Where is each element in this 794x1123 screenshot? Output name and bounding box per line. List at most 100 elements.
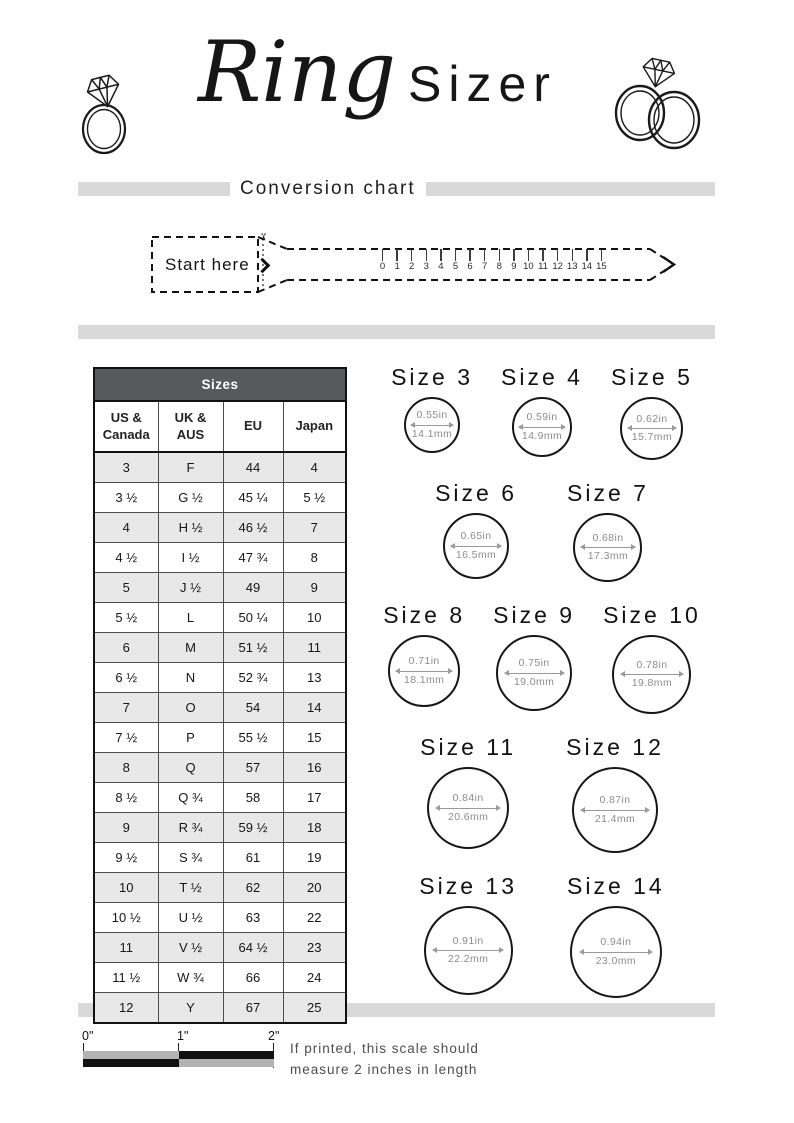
- ruler-mark: 14: [580, 249, 593, 279]
- table-cell: 14: [282, 692, 347, 723]
- ruler-tick-number: 3: [423, 261, 429, 272]
- table-cell: L: [157, 602, 224, 633]
- size-label: Size 3: [391, 364, 474, 390]
- table-cell: 15: [282, 722, 347, 753]
- table-cell: 46 ½: [222, 512, 284, 543]
- ruler-tick-number: 1: [394, 261, 400, 272]
- ruler-tick-number: 14: [581, 261, 593, 272]
- section-divider-top: [78, 325, 715, 339]
- diameter-mm: 14.9mm: [521, 429, 563, 442]
- ruler-mark: 13: [566, 249, 579, 279]
- diameter-inches: 0.91in: [452, 934, 484, 947]
- ring-size-diagram: Size 14 0.94in 23.0mm: [567, 873, 665, 998]
- print-scale: 0" 1" 2" If printed, this scale should m…: [82, 1029, 479, 1081]
- ring-circle: 0.75in 19.0mm: [496, 635, 573, 711]
- diameter-inches: 0.84in: [452, 792, 484, 805]
- diameter-inches: 0.59in: [526, 411, 558, 424]
- ruler-mark: 12: [551, 249, 564, 279]
- table-cell: 10 ½: [93, 902, 159, 933]
- scale-segment: [83, 1051, 179, 1059]
- table-cell: 8: [282, 542, 347, 573]
- table-cell: 6: [93, 632, 159, 663]
- ruler-tick-line: [542, 249, 544, 261]
- ring-size-diagram: Size 12 0.87in 21.4mm: [566, 734, 664, 853]
- table-cell: 49: [222, 572, 284, 603]
- ruler-tick-line: [381, 249, 384, 261]
- ring-size-diagram: Size 5 0.62in 15.7mm: [611, 364, 693, 460]
- column-header: EU: [222, 400, 284, 453]
- table-cell: 63: [222, 902, 284, 933]
- ring-circle: 0.65in 16.5mm: [443, 513, 510, 579]
- ruler-tick-line: [440, 249, 442, 261]
- size-label: Size 8: [383, 602, 466, 628]
- table-cell: 4: [282, 451, 347, 483]
- table-cell: 25: [282, 992, 347, 1024]
- table-cell: R ¾: [157, 812, 224, 843]
- ring-circle: 0.55in 14.1mm: [404, 397, 461, 453]
- diameter-inches: 0.55in: [416, 409, 448, 422]
- table-cell: 51 ½: [222, 632, 284, 663]
- diameter-mm: 18.1mm: [404, 673, 445, 686]
- size-label: Size 13: [419, 873, 517, 899]
- ruler-mark: 10: [522, 249, 535, 279]
- table-cell: N: [157, 662, 224, 693]
- table-cell: T ½: [157, 872, 224, 903]
- table-cell: 10: [93, 872, 159, 903]
- ruler-tick-number: 11: [538, 261, 548, 272]
- size-label: Size 5: [610, 364, 693, 390]
- table-cell: 8: [93, 752, 159, 783]
- size-row: Size 3 0.55in 14.1mm Size 4 0.59in 14.9mm Size…: [391, 364, 693, 460]
- ring-circle: 0.94in 23.0mm: [569, 906, 662, 998]
- ruler-mark: 1: [391, 249, 404, 279]
- size-row: Size 6 0.65in 16.5mm Size 7 0.68in 17.3mm: [435, 480, 649, 582]
- table-cell: 61: [222, 842, 284, 873]
- diameter-arrow: [626, 425, 678, 432]
- ring-circle: 0.78in 19.8mm: [612, 635, 692, 714]
- ruler-tick-line: [483, 249, 486, 261]
- scale-segment: [83, 1059, 179, 1067]
- ruler-tick-number: 5: [452, 261, 459, 272]
- diameter-mm: 20.6mm: [447, 810, 489, 823]
- diameter-arrow: [449, 542, 503, 549]
- table-cell: 11 ½: [93, 962, 159, 993]
- diameter-arrow: [620, 671, 684, 678]
- diameter-arrow: [503, 669, 565, 676]
- table-cell: 55 ½: [222, 722, 284, 753]
- ring-size-diagram: Size 11 0.84in 20.6mm: [420, 734, 516, 849]
- ring-circle: 0.84in 20.6mm: [427, 767, 510, 849]
- table-cell: 3 ½: [93, 482, 159, 513]
- diameter-inches: 0.87in: [599, 794, 631, 807]
- table-cell: 3: [93, 451, 159, 483]
- table-cell: 9: [93, 812, 159, 843]
- table-title: Sizes: [92, 367, 348, 402]
- table-cell: 7 ½: [93, 722, 159, 753]
- scale-label-2: 2": [268, 1029, 280, 1043]
- double-rings-icon: [614, 57, 701, 150]
- table-cell: 8 ½: [93, 782, 159, 813]
- start-here-arrow-icon: [254, 257, 270, 273]
- ruler-tick-number: 0: [379, 261, 386, 272]
- table-cell: 19: [282, 842, 347, 873]
- diameter-arrow: [435, 804, 502, 811]
- start-here-text: Start here: [165, 255, 250, 274]
- diameter-mm: 22.2mm: [447, 953, 489, 965]
- table-cell: 12: [93, 992, 159, 1024]
- diameter-inches: 0.68in: [592, 531, 624, 544]
- subtitle-bar-left: [78, 182, 230, 196]
- table-row: 8 Q 57 16: [93, 752, 347, 783]
- table-cell: 67: [222, 992, 284, 1024]
- column-header: US & Canada: [93, 400, 159, 453]
- table-cell: F: [157, 451, 224, 483]
- ring-size-diagram: Size 9 0.75in 19.0mm: [493, 602, 575, 711]
- ruler-mark: 3: [420, 249, 433, 279]
- ring-sizer-tool-outline: ✂: [151, 233, 677, 293]
- table-row: 11 V ½ 64 ½ 23: [93, 932, 347, 963]
- ruler-tick-number: 15: [596, 261, 607, 272]
- diameter-arrow: [578, 948, 654, 955]
- ruler-tick-line: [586, 249, 588, 261]
- scissors-icon: ✂: [257, 233, 268, 241]
- table-cell: 64 ½: [222, 932, 284, 963]
